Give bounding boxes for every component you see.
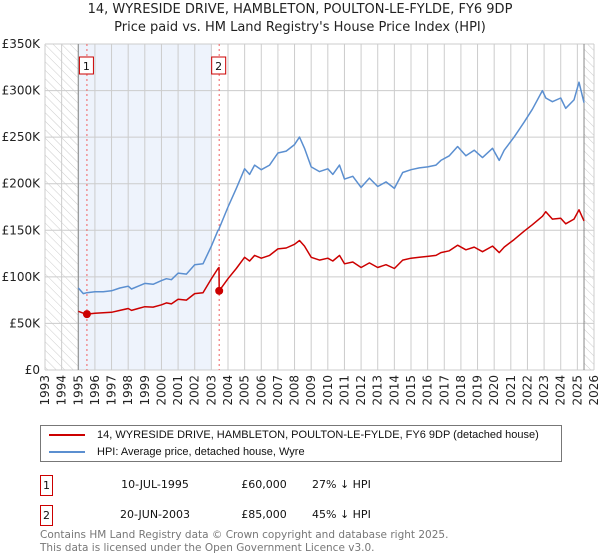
y-tick-label: £250K <box>2 130 42 144</box>
y-tick-label: £0 <box>25 363 40 377</box>
y-tick-label: £300K <box>2 84 42 98</box>
x-tick-label: 2009 <box>304 375 318 406</box>
x-tick-label: 2015 <box>404 375 418 406</box>
x-tick-label: 2014 <box>387 375 401 406</box>
footer: Contains HM Land Registry data © Crown c… <box>40 529 448 555</box>
sale-label: 1 <box>83 60 90 73</box>
x-tick-label: 2025 <box>570 375 584 406</box>
footer-licence: This data is licensed under the Open Gov… <box>40 542 375 554</box>
y-tick-label: £100K <box>2 270 42 284</box>
legend-item-hpi: HPI: Average price, detached house, Wyre <box>49 444 305 460</box>
x-tick-label: 2019 <box>471 375 485 406</box>
sale-label-box <box>211 56 227 75</box>
hpi-line <box>77 81 585 295</box>
x-tick-label: 1998 <box>121 375 135 406</box>
x-tick-label: 2011 <box>337 375 351 406</box>
y-tick-label: £50K <box>9 316 41 330</box>
x-tick-label: 2003 <box>204 375 218 406</box>
x-tick-label: 2024 <box>554 375 568 406</box>
legend-label-property: 14, WYRESIDE DRIVE, HAMBLETON, POULTON-L… <box>97 429 539 441</box>
chart-title: 14, WYRESIDE DRIVE, HAMBLETON, POULTON-L… <box>87 2 513 17</box>
x-tick-label: 2017 <box>437 375 451 406</box>
legend-swatch-blue <box>49 451 85 453</box>
sale-point <box>215 286 224 295</box>
legend-item-property: 14, WYRESIDE DRIVE, HAMBLETON, POULTON-L… <box>49 427 539 443</box>
sale-date: 20-JUN-2003 <box>119 508 191 521</box>
hatched-region-after <box>584 44 594 370</box>
x-tick-label: 2006 <box>254 375 268 406</box>
x-tick-label: 2001 <box>171 375 185 406</box>
x-tick-label: 2018 <box>454 375 468 406</box>
sale-point <box>82 310 91 319</box>
footer-copyright: Contains HM Land Registry data © Crown c… <box>40 529 449 541</box>
x-tick-label: 1995 <box>71 375 85 406</box>
x-tick-label: 2004 <box>221 375 235 406</box>
x-tick-label: 2002 <box>188 375 202 406</box>
property-price-line <box>78 209 585 315</box>
legend-label-hpi: HPI: Average price, detached house, Wyre <box>97 446 305 458</box>
y-tick-label: £150K <box>2 223 42 237</box>
sale-badge: 2 <box>40 505 53 526</box>
sale-hpi-diff: 27% ↓ HPI <box>312 478 371 491</box>
x-tick-label: 1997 <box>105 375 119 406</box>
x-tick-label: 2010 <box>321 375 335 406</box>
x-tick-label: 2005 <box>238 375 252 406</box>
price-chart: 1993 1994 1995 1996 1997 1998 1999 2000 2001 2002… <box>2 37 600 406</box>
chart-legend: 14, WYRESIDE DRIVE, HAMBLETON, POULTON-L… <box>40 425 562 462</box>
x-tick-label: 2021 <box>504 375 518 406</box>
sale-label: 2 <box>215 60 222 73</box>
x-tick-label: 1994 <box>55 375 69 406</box>
sale-price: £60,000 <box>241 478 287 491</box>
x-tick-label: 2008 <box>288 375 302 406</box>
legend-swatch-red <box>49 434 85 436</box>
x-tick-label: 2020 <box>487 375 501 406</box>
x-tick-label: 2012 <box>354 375 368 406</box>
x-tick-label: 1993 <box>38 375 52 406</box>
y-tick-label: £350K <box>2 37 42 51</box>
sale-label-box <box>78 56 94 75</box>
x-tick-label: 1996 <box>88 375 102 406</box>
x-tick-label: 2013 <box>371 375 385 406</box>
x-tick-label: 2016 <box>421 375 435 406</box>
x-tick-label: 1999 <box>138 375 152 406</box>
sale-badge: 1 <box>40 475 53 496</box>
sale-date: 10-JUL-1995 <box>121 478 189 491</box>
y-tick-label: £200K <box>2 177 42 191</box>
x-tick-label: 2022 <box>520 375 534 406</box>
x-tick-label: 2000 <box>154 375 168 406</box>
x-tick-label: 2023 <box>537 375 551 406</box>
x-tick-label: 2007 <box>271 375 285 406</box>
sale-price: £85,000 <box>241 508 287 521</box>
sale-hpi-diff: 45% ↓ HPI <box>312 508 371 521</box>
x-tick-label: 2026 <box>587 375 600 406</box>
chart-subtitle: Price paid vs. HM Land Registry's House … <box>114 20 486 35</box>
